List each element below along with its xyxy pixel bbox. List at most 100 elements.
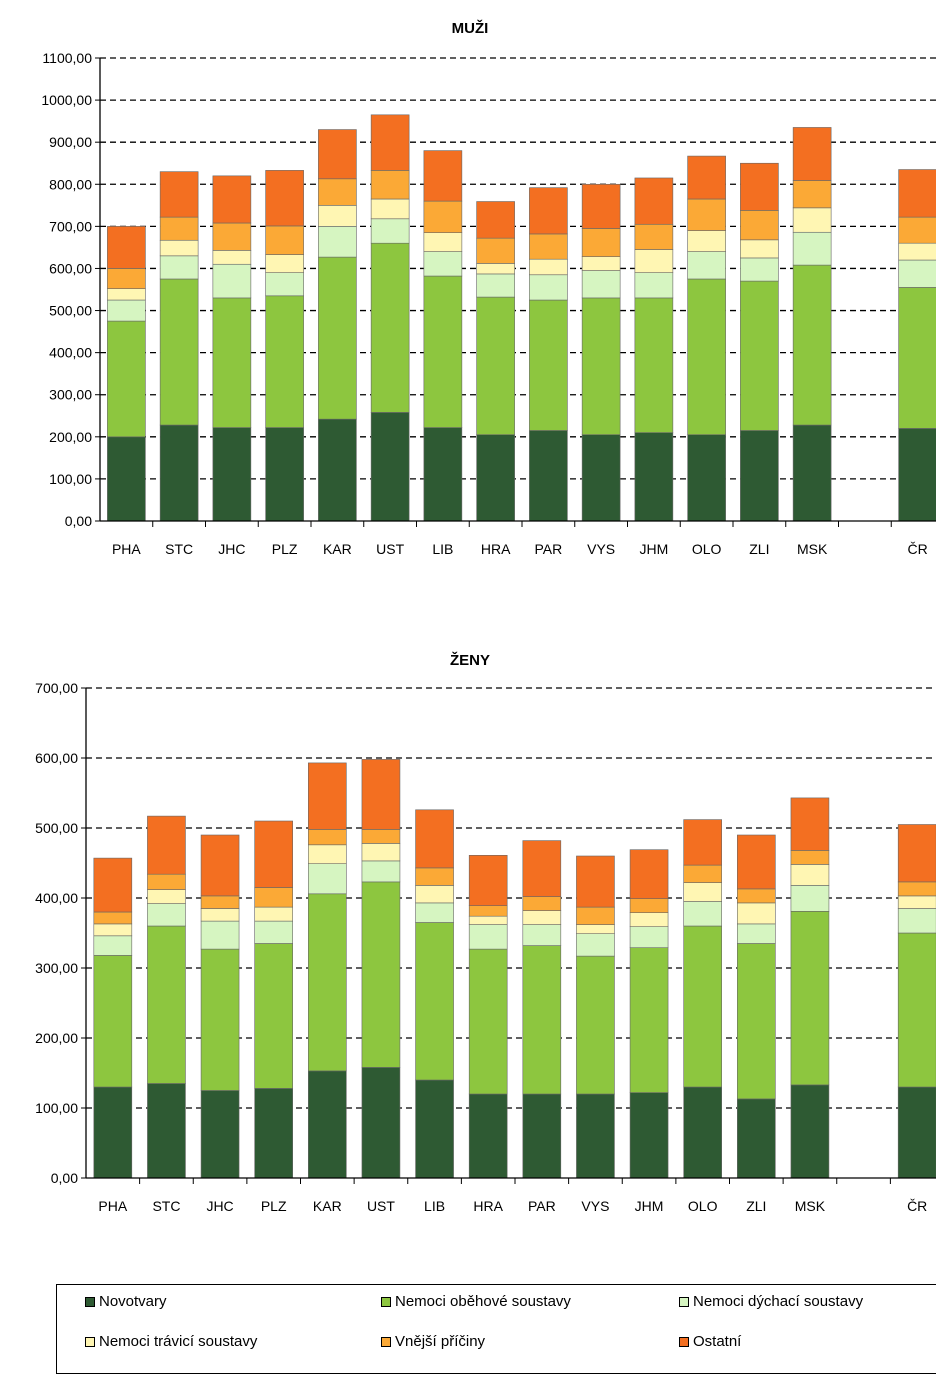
bar-segment <box>581 228 621 257</box>
bar-segment <box>522 1093 562 1179</box>
bar-segment <box>687 278 726 436</box>
bar-segment <box>468 1093 508 1179</box>
x-tick-label: UST <box>376 541 404 557</box>
legend-swatch <box>85 1336 95 1347</box>
y-tick-label: 700,00 <box>49 218 92 234</box>
bar-segment <box>898 259 936 288</box>
x-tick-label: PAR <box>535 541 563 557</box>
bar-segment <box>415 1079 454 1179</box>
bar-segment <box>576 1093 615 1179</box>
x-tick-label: MSK <box>797 541 828 557</box>
bar-segment <box>147 889 186 904</box>
x-tick-label: UST <box>367 1198 395 1214</box>
bar-segment <box>361 860 401 883</box>
x-tick-label: PLZ <box>261 1198 287 1214</box>
bar-segment <box>361 829 401 844</box>
bar-segment <box>792 207 832 233</box>
bar-segment <box>683 901 722 927</box>
bar-segment <box>790 885 830 912</box>
bar-segment <box>415 885 454 904</box>
bar-segment <box>576 924 615 935</box>
bar-segment <box>468 948 508 1095</box>
bar-segment <box>200 895 240 909</box>
bar-segment <box>254 943 293 1089</box>
y-tick-label: 400,00 <box>49 345 92 361</box>
bar-segment <box>147 815 186 875</box>
bar-segment <box>476 201 515 239</box>
y-tick-label: 1000,00 <box>41 92 92 108</box>
bar-segment <box>792 264 832 426</box>
bar-segment <box>361 881 401 1068</box>
y-tick-label: 700,00 <box>35 680 78 696</box>
bar-segment <box>265 254 304 273</box>
bar-segment <box>159 255 199 280</box>
bar-segment <box>370 114 410 171</box>
bar-segment <box>254 820 293 888</box>
bar-segment <box>898 242 936 261</box>
bar-segment <box>254 906 293 922</box>
bar-segment <box>792 127 832 181</box>
bar-segment <box>212 427 252 522</box>
bar-segment <box>318 178 357 206</box>
y-tick-label: 1100,00 <box>42 50 92 66</box>
bar-segment <box>897 895 936 909</box>
bar-segment <box>423 150 463 202</box>
y-tick-label: 100,00 <box>49 471 92 487</box>
bar-segment <box>629 898 669 914</box>
x-tick-label: ZLI <box>749 541 769 557</box>
bar-segment <box>683 925 722 1088</box>
bar-segment <box>629 926 669 949</box>
bar-segment <box>254 887 293 908</box>
bar-segment <box>897 908 936 934</box>
bar-segment <box>634 297 674 433</box>
bar-segment <box>468 855 508 907</box>
x-tick-label: JHM <box>635 1198 664 1214</box>
bar-segment <box>792 231 832 266</box>
legend-swatch <box>679 1296 689 1307</box>
x-tick-label: KAR <box>323 541 352 557</box>
bar-segment <box>522 945 562 1095</box>
x-tick-label: JHM <box>639 541 668 557</box>
bar-segment <box>200 920 240 950</box>
x-tick-label: VYS <box>581 1198 609 1214</box>
bar-segment <box>318 129 357 180</box>
legend-swatch <box>381 1336 391 1347</box>
bar-segment <box>308 844 347 865</box>
bar-segment <box>212 263 252 299</box>
bar-segment <box>629 912 669 928</box>
bar-segment <box>147 1083 186 1179</box>
bar-segment <box>790 864 830 886</box>
bar-segment <box>159 216 199 241</box>
legend-label: Nemoci trávicí soustavy <box>99 1333 258 1350</box>
bar-segment <box>740 280 779 431</box>
legend-item-obehove: Nemoci oběhové soustavy <box>381 1293 571 1310</box>
bar-segment <box>308 762 347 830</box>
bar-segment <box>159 278 199 426</box>
y-tick-label: 300,00 <box>49 387 92 403</box>
bar-segment <box>522 840 562 897</box>
bar-segment <box>740 257 779 282</box>
bar-segment <box>212 222 252 251</box>
y-tick-label: 200,00 <box>49 429 92 445</box>
bar-segment <box>159 239 199 257</box>
bar-segment <box>415 902 454 923</box>
x-tick-label: KAR <box>313 1198 342 1214</box>
bar-segment <box>476 273 515 298</box>
bar-segment <box>212 250 252 265</box>
bar-segment <box>897 932 936 1088</box>
x-tick-label: ČR <box>907 1198 927 1214</box>
bar-segment <box>107 436 146 522</box>
bar-segment <box>790 910 830 1086</box>
bar-segment <box>415 922 454 1081</box>
x-tick-label: STC <box>152 1198 180 1214</box>
y-tick-label: 600,00 <box>35 750 78 766</box>
bar-segment <box>897 881 936 897</box>
legend-label: Nemoci dýchací soustavy <box>693 1293 864 1310</box>
bar-segment <box>415 867 454 886</box>
x-tick-label: OLO <box>692 541 722 557</box>
x-tick-label: STC <box>165 541 193 557</box>
bar-segment <box>581 297 621 436</box>
legend-label: Vnější příčiny <box>395 1333 486 1350</box>
bar-segment <box>423 200 463 233</box>
bar-segment <box>687 155 726 200</box>
